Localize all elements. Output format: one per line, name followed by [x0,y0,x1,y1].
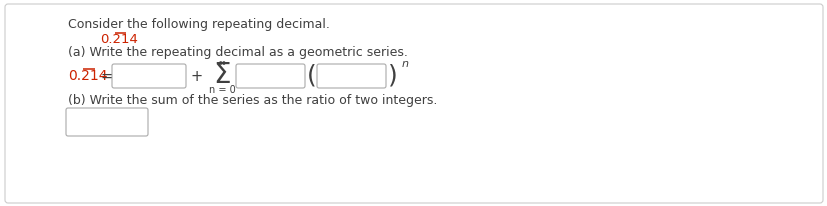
Text: n = 0: n = 0 [208,85,235,95]
Text: ∞: ∞ [218,58,226,68]
FancyBboxPatch shape [66,108,148,136]
Text: ): ) [388,63,397,87]
Text: =: = [101,69,113,83]
FancyBboxPatch shape [317,64,385,88]
Text: 0.214: 0.214 [100,33,138,46]
Text: +: + [191,69,203,83]
FancyBboxPatch shape [112,64,186,88]
Text: 0.214: 0.214 [68,69,108,83]
FancyBboxPatch shape [236,64,304,88]
FancyBboxPatch shape [5,4,822,203]
Text: (a) Write the repeating decimal as a geometric series.: (a) Write the repeating decimal as a geo… [68,46,408,59]
Text: Consider the following repeating decimal.: Consider the following repeating decimal… [68,18,329,31]
Text: (: ( [307,63,317,87]
Text: Σ: Σ [213,61,231,89]
Text: n: n [402,59,409,69]
Text: (b) Write the sum of the series as the ratio of two integers.: (b) Write the sum of the series as the r… [68,94,437,107]
